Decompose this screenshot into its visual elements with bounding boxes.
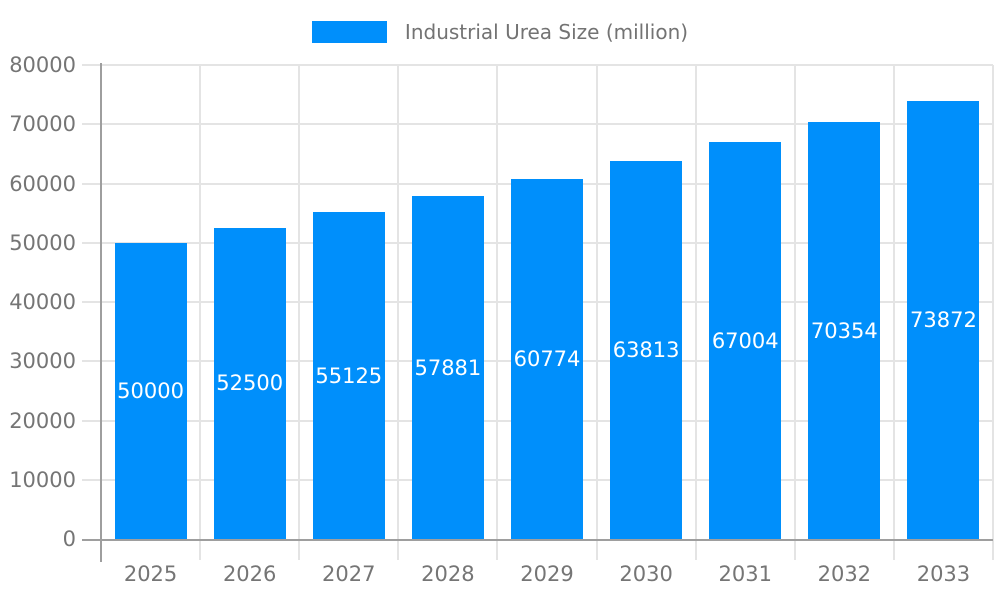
- bar-value-label: 57881: [414, 355, 482, 380]
- x-axis-category-label: 2033: [916, 562, 971, 586]
- plot-right-border: [992, 65, 994, 560]
- y-gridline: [82, 123, 993, 126]
- y-axis-tick-label: 60000: [9, 171, 76, 196]
- bar-value-label: 67004: [711, 328, 779, 353]
- bar-2030[interactable]: [610, 160, 683, 539]
- x-axis-category-label: 2028: [421, 562, 475, 586]
- bar-2029[interactable]: [511, 178, 583, 539]
- x-gridline: [397, 65, 400, 560]
- x-axis-category-label: 2027: [322, 562, 376, 586]
- y-axis-line: [100, 63, 102, 562]
- x-gridline: [793, 65, 796, 560]
- y-axis-tick-label: 40000: [9, 290, 76, 314]
- bar-2025[interactable]: [114, 242, 187, 539]
- x-gridline: [199, 65, 202, 560]
- y-gridline: [82, 64, 993, 66]
- y-axis-tick-label: 70000: [9, 112, 76, 137]
- bar-value-label: 55125: [315, 363, 383, 388]
- bar-2027[interactable]: [312, 212, 385, 539]
- bar-value-label: 50000: [117, 378, 184, 403]
- x-gridline: [496, 65, 499, 560]
- x-gridline: [892, 65, 895, 560]
- legend-swatch-icon: [311, 21, 387, 43]
- bar-2028[interactable]: [411, 196, 484, 539]
- x-axis-category-label: 2031: [718, 562, 772, 586]
- x-gridline: [595, 65, 598, 560]
- y-axis-tick-label: 50000: [9, 230, 76, 255]
- x-axis-category-label: 2026: [222, 562, 277, 586]
- y-axis-tick-label: 80000: [9, 53, 76, 77]
- y-axis-tick-label: 0: [62, 527, 76, 551]
- x-gridline: [694, 65, 697, 560]
- bar-2031[interactable]: [709, 142, 782, 539]
- legend: Industrial Urea Size (million): [0, 21, 1000, 43]
- bar-value-label: 73872: [910, 308, 977, 333]
- x-gridline: [298, 65, 301, 560]
- legend-label: Industrial Urea Size (million): [404, 20, 689, 44]
- bar-value-label: 60774: [513, 346, 581, 371]
- bar-value-label: 52500: [216, 371, 284, 396]
- legend-item[interactable]: Industrial Urea Size (million): [311, 20, 689, 44]
- x-axis-line: [82, 539, 993, 541]
- x-axis-category-label: 2030: [619, 562, 673, 586]
- y-axis-tick-label: 20000: [9, 408, 76, 433]
- bar-value-label: 63813: [612, 337, 680, 362]
- bar-value-label: 70354: [810, 318, 878, 343]
- bar-2032[interactable]: [808, 122, 881, 539]
- y-axis-tick-label: 10000: [9, 467, 76, 492]
- bar-2026[interactable]: [213, 227, 286, 539]
- y-axis-tick-label: 30000: [9, 349, 76, 374]
- x-axis-category-label: 2025: [123, 562, 178, 586]
- x-axis-category-label: 2029: [520, 562, 574, 586]
- bar-2033[interactable]: [907, 101, 980, 539]
- x-axis-category-label: 2032: [817, 562, 872, 586]
